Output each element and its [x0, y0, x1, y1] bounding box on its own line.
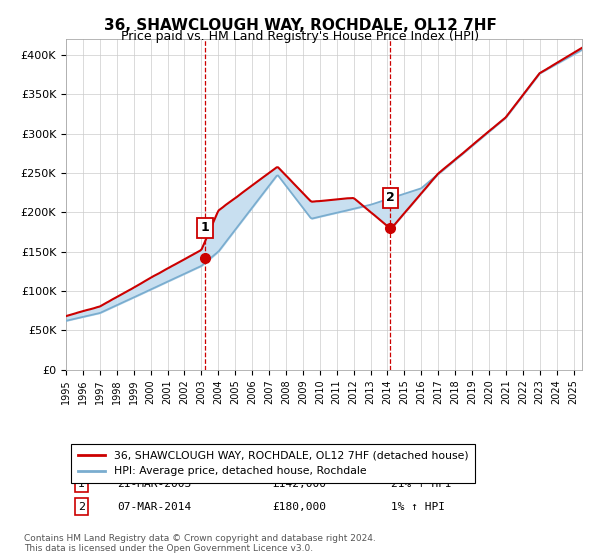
Text: 1: 1: [78, 479, 85, 488]
Text: 21-MAR-2003: 21-MAR-2003: [118, 479, 192, 488]
Text: 2: 2: [78, 502, 85, 512]
Text: Contains HM Land Registry data © Crown copyright and database right 2024.
This d: Contains HM Land Registry data © Crown c…: [24, 534, 376, 553]
Text: 21% ↑ HPI: 21% ↑ HPI: [391, 479, 452, 488]
Text: £142,000: £142,000: [272, 479, 326, 488]
Text: 2: 2: [386, 192, 395, 204]
Text: 36, SHAWCLOUGH WAY, ROCHDALE, OL12 7HF: 36, SHAWCLOUGH WAY, ROCHDALE, OL12 7HF: [104, 18, 496, 33]
Text: £180,000: £180,000: [272, 502, 326, 512]
Legend: 36, SHAWCLOUGH WAY, ROCHDALE, OL12 7HF (detached house), HPI: Average price, det: 36, SHAWCLOUGH WAY, ROCHDALE, OL12 7HF (…: [71, 445, 475, 483]
Text: 1: 1: [200, 221, 209, 234]
Text: 1% ↑ HPI: 1% ↑ HPI: [391, 502, 445, 512]
Text: 07-MAR-2014: 07-MAR-2014: [118, 502, 192, 512]
Text: Price paid vs. HM Land Registry's House Price Index (HPI): Price paid vs. HM Land Registry's House …: [121, 30, 479, 43]
